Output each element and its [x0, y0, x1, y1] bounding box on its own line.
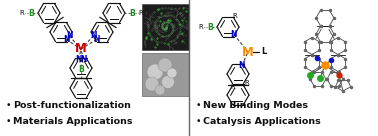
Circle shape	[158, 58, 172, 72]
Text: R: R	[232, 13, 237, 19]
Text: Post-functionalization: Post-functionalization	[13, 101, 131, 110]
Text: M: M	[75, 42, 87, 55]
Text: Materials Applications: Materials Applications	[13, 117, 133, 126]
Text: N: N	[93, 35, 100, 44]
Text: N: N	[63, 35, 70, 44]
Text: N: N	[90, 31, 97, 40]
Text: •: •	[6, 101, 11, 110]
Circle shape	[155, 85, 165, 95]
Text: B: B	[78, 66, 84, 75]
Text: Catalysis Applications: Catalysis Applications	[203, 117, 321, 126]
Bar	[142, 53, 189, 96]
Text: R: R	[139, 10, 143, 16]
Text: R: R	[245, 80, 249, 86]
Text: N: N	[231, 30, 237, 39]
Circle shape	[161, 75, 175, 89]
Text: New Binding Modes: New Binding Modes	[203, 101, 308, 110]
Text: B: B	[129, 8, 135, 18]
Circle shape	[145, 77, 159, 91]
Text: M: M	[242, 46, 254, 58]
Text: •: •	[196, 101, 201, 110]
Text: •: •	[196, 117, 201, 126]
Text: N: N	[66, 31, 73, 40]
Text: B: B	[28, 8, 34, 18]
Circle shape	[167, 68, 177, 78]
Bar	[142, 4, 189, 50]
Text: •: •	[6, 117, 11, 126]
Text: N: N	[239, 61, 245, 70]
Text: R: R	[198, 24, 203, 30]
Text: N: N	[80, 55, 87, 64]
Text: R: R	[20, 10, 24, 16]
Circle shape	[147, 64, 163, 80]
Text: L: L	[261, 47, 266, 56]
Text: R: R	[230, 84, 235, 90]
Text: R: R	[79, 58, 84, 64]
Text: N: N	[76, 55, 82, 64]
Text: B: B	[207, 22, 213, 32]
